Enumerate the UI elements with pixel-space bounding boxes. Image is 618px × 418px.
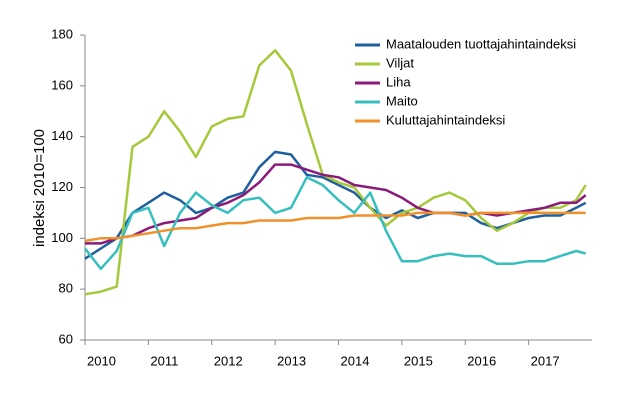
x-tick-label: 2013 [277, 353, 306, 368]
x-tick-label: 2012 [214, 353, 243, 368]
x-tick-label: 2016 [467, 353, 496, 368]
y-tick-label: 80 [59, 281, 73, 296]
line-series [84, 211, 586, 243]
x-tick-label: 2017 [531, 353, 560, 368]
y-tick-label: 180 [51, 26, 73, 41]
line-series [84, 176, 587, 271]
x-tick-label: 2014 [341, 353, 370, 368]
legend-label: Kuluttajahintaindeksi [386, 112, 505, 127]
y-tick-label: 160 [51, 77, 73, 92]
x-tick-label: 2015 [404, 353, 433, 368]
y-tick-label: 120 [51, 179, 73, 194]
legend-label: Maatalouden tuottajahintaindeksi [386, 36, 576, 51]
y-tick-label: 60 [59, 331, 73, 346]
y-tick-label: 100 [51, 230, 73, 245]
x-tick-label: 2010 [87, 353, 116, 368]
line-series [84, 49, 587, 296]
x-tick-label: 2011 [150, 353, 178, 368]
line-series [84, 150, 587, 260]
y-tick-label: 140 [51, 128, 73, 143]
y-axis-label: indeksi 2010=100 [31, 129, 48, 247]
legend-label: Maito [386, 93, 418, 108]
legend-label: Viljat [386, 55, 414, 70]
legend-label: Liha [386, 74, 411, 89]
